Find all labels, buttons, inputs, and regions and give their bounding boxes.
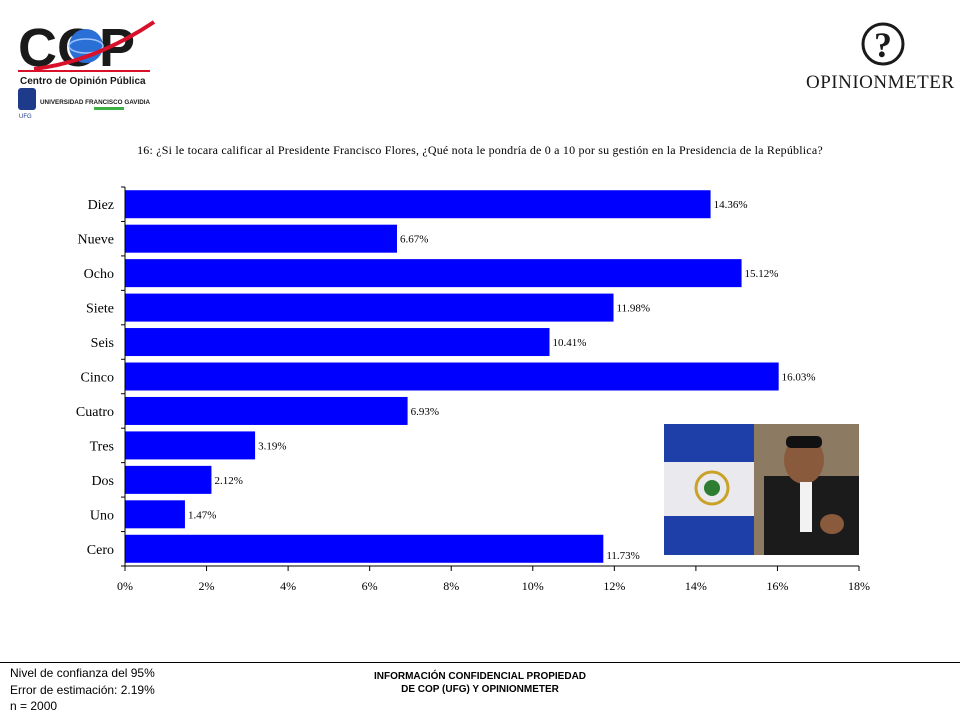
x-tick-label: 12% xyxy=(603,579,625,593)
data-label: 15.12% xyxy=(745,268,779,280)
x-tick-label: 4% xyxy=(280,579,296,593)
bar-cero xyxy=(125,534,604,563)
bar-cinco xyxy=(125,362,779,391)
sample-size: n = 2000 xyxy=(10,699,58,713)
opinionmeter-brand: OPINIONMETER xyxy=(806,72,955,93)
x-tick-label: 0% xyxy=(117,579,133,593)
x-axis: 0% 2% 4% 6% 8% 10% 12% 14% 16% 18% xyxy=(117,565,870,593)
x-tick-label: 18% xyxy=(848,579,870,593)
category-label: Cero xyxy=(87,543,114,558)
bar-dos xyxy=(125,465,212,494)
x-tick-label: 2% xyxy=(199,579,215,593)
category-labels: Diez Nueve Ocho Siete Seis Cinco Cuatro Tres Dos… xyxy=(76,198,114,558)
bar-siete xyxy=(125,293,614,322)
category-label: Diez xyxy=(88,198,114,213)
data-label: 1.47% xyxy=(188,509,216,521)
cop-logo: COP Centro de Opinión Pública UFG UNIVER… xyxy=(14,14,164,124)
ufg-short: UFG xyxy=(19,114,32,120)
question-mark-circle-icon: ? xyxy=(861,22,905,66)
bar-tres xyxy=(125,431,256,460)
data-label: 16.03% xyxy=(782,372,816,384)
cop-subtitle: Centro de Opinión Pública xyxy=(20,76,146,87)
confidential-notice: INFORMACIÓN CONFIDENCIAL PROPIEDAD DE CO… xyxy=(300,670,660,696)
confidence-level: Nivel de confianza del 95% xyxy=(10,666,155,680)
university-name: UNIVERSIDAD FRANCISCO GAVIDIA xyxy=(40,99,151,106)
category-label: Cinco xyxy=(81,371,114,386)
value-labels: 14.36% 6.67% 15.12% 11.98% 10.41% 16.03% 6.93%… xyxy=(188,199,816,562)
bar-nueve xyxy=(125,224,397,253)
data-label: 6.67% xyxy=(400,234,428,246)
bar-ocho xyxy=(125,259,742,288)
bar-diez xyxy=(125,190,711,219)
category-label: Siete xyxy=(86,302,114,317)
president-photo xyxy=(664,424,859,555)
category-label: Cuatro xyxy=(76,405,114,420)
category-label: Uno xyxy=(90,508,114,523)
category-label: Nueve xyxy=(77,233,114,248)
x-tick-label: 14% xyxy=(685,579,707,593)
data-label: 2.12% xyxy=(214,475,242,487)
category-label: Dos xyxy=(91,474,114,489)
bar-cuatro xyxy=(125,396,408,425)
question-title: 16: ¿Si le tocara calificar al President… xyxy=(137,143,823,157)
data-label: 14.36% xyxy=(714,199,748,211)
bar-uno xyxy=(125,500,185,529)
y-axis xyxy=(121,186,126,567)
x-tick-label: 16% xyxy=(766,579,788,593)
data-label: 11.98% xyxy=(617,303,651,315)
ufg-shield-icon xyxy=(18,88,36,110)
notice-line-2: DE COP (UFG) Y OPINIONMETER xyxy=(401,684,559,695)
svg-text:?: ? xyxy=(874,25,892,65)
bar-seis xyxy=(125,328,550,357)
category-label: Ocho xyxy=(84,267,114,282)
x-tick-label: 6% xyxy=(362,579,378,593)
data-label: 3.19% xyxy=(258,440,286,452)
data-label: 6.93% xyxy=(411,406,439,418)
bars-group xyxy=(125,190,779,563)
x-tick-label: 8% xyxy=(443,579,459,593)
data-label: 10.41% xyxy=(552,337,586,349)
opinionmeter-logo: ? OPINIONMETER xyxy=(800,18,960,98)
footer-divider xyxy=(0,662,960,663)
data-label: 11.73% xyxy=(606,550,640,562)
category-label: Seis xyxy=(91,336,114,351)
category-label: Tres xyxy=(90,439,114,454)
notice-line-1: INFORMACIÓN CONFIDENCIAL PROPIEDAD xyxy=(373,671,587,682)
x-tick-label: 10% xyxy=(522,579,544,593)
estimation-error: Error de estimación: 2.19% xyxy=(10,683,155,697)
